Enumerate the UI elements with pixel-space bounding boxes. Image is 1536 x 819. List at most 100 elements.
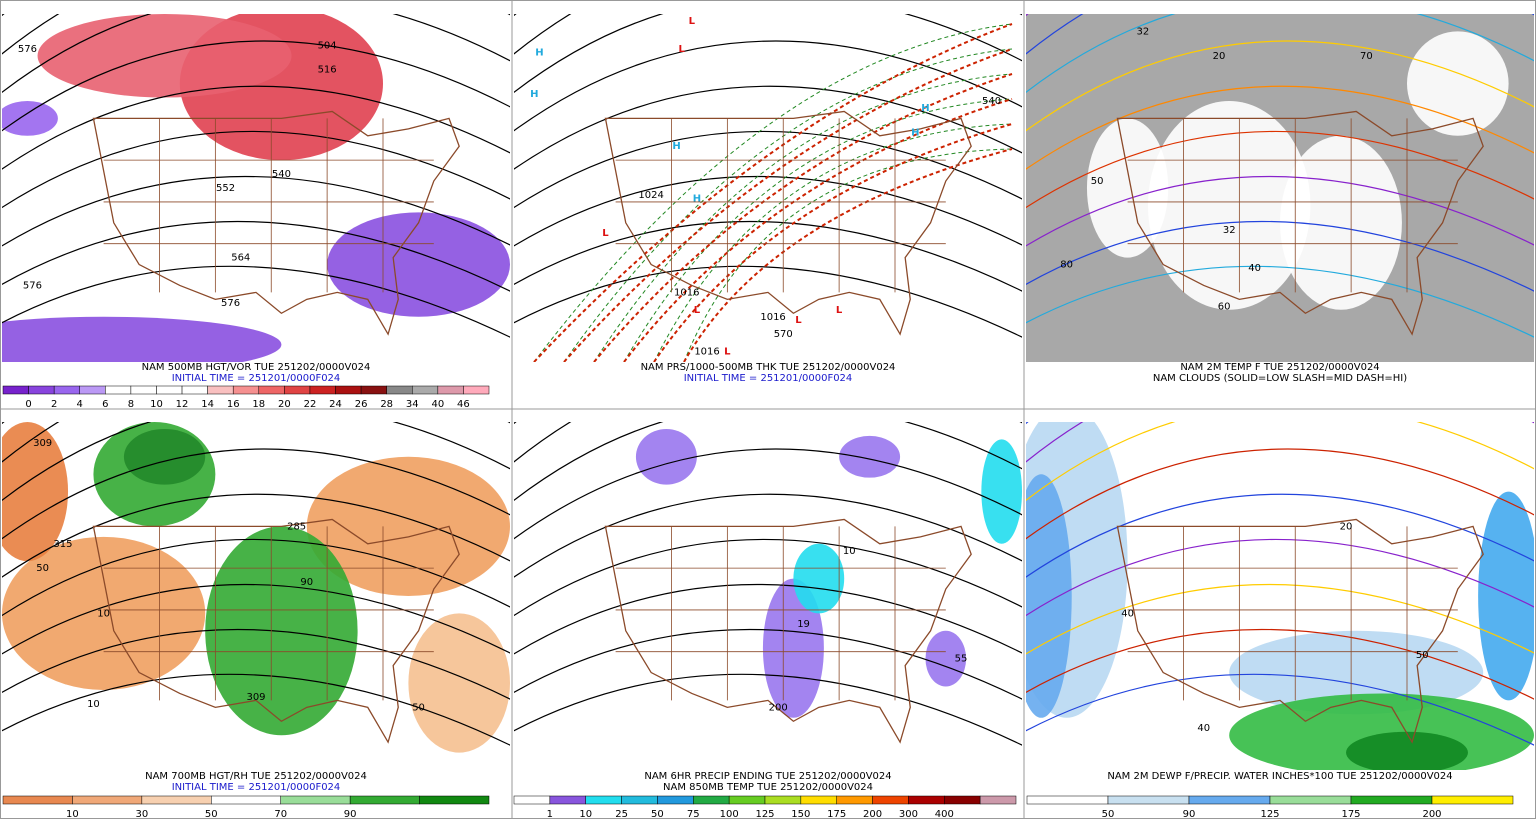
colorbar-swatch [657,795,694,805]
shaded-region [1026,474,1072,718]
colorbar-label: 20 [278,399,291,410]
colorbar-label: 0 [25,399,31,410]
map-label: 40 [1197,723,1210,734]
colorbar-label: 28 [380,399,393,410]
colorbar-label: 6 [102,399,108,410]
map-label: 576 [18,44,37,55]
caption: NAM 500MB HGT/VOR TUE 251202/0000V024 [142,362,371,373]
caption: NAM 6HR PRECIP ENDING TUE 251202/0000V02… [644,771,891,782]
contour-line [514,493,1022,578]
contour-line [1026,538,1534,617]
colorbar-label: 90 [344,809,357,819]
caption: INITIAL TIME = 251201/0000F024 [684,373,853,384]
map-label: 1016 [674,287,699,298]
map-label: 10 [87,699,100,710]
map-label: 10 [843,546,856,557]
colorbar-swatch [908,795,945,805]
map-label: L [689,16,696,27]
map-label: 40 [1121,608,1134,619]
shaded-region [2,101,58,136]
map-label: 20 [1340,521,1353,532]
colorbar-label: 2 [51,399,57,410]
map-panel: 32 32 50 70 80 60 40 20 NAM 2M TEMP F TUE 251202… [1026,14,1534,384]
country-outline [604,518,972,744]
colorbar-label: 24 [329,399,342,410]
contour-line [514,175,1022,247]
caption: NAM 2M TEMP F TUE 251202/0000V024 [1180,362,1379,373]
map-label: 1016 [694,347,719,358]
colorbar-swatch [72,795,143,805]
shaded-region [1346,731,1468,770]
contour-line [2,175,510,247]
colorbar-swatch [141,795,212,805]
colorbar-label: 50 [651,809,664,819]
map-label: L [836,305,843,316]
colorbar-label: 300 [899,809,918,819]
map-label: 55 [955,654,968,665]
colorbar-swatch [979,795,1017,805]
colorbar-swatch [872,795,909,805]
country-outline [1116,110,1484,336]
map-label: L [678,44,685,55]
colorbar-label: 10 [579,809,592,819]
colorbar-label: 25 [615,809,628,819]
colorbar-swatch [156,385,183,395]
colorbar-label: 34 [406,399,419,410]
map-label: L [724,347,731,358]
map-label: 570 [774,329,793,340]
shaded-region [37,14,292,98]
contour-line [514,220,1022,292]
map-background [514,14,1022,362]
map-label: 70 [1360,51,1373,62]
colorbar-label: 150 [791,809,810,819]
shaded-region [793,543,845,614]
colorbar-label: 1 [547,809,553,819]
colorbar-swatch [693,795,730,805]
colorbar-swatch [463,385,490,395]
map-label: 10 [97,608,110,619]
contour-line [514,538,1022,617]
shaded-region [839,435,901,478]
map-label: 19 [797,619,810,630]
map-label: L [795,315,802,326]
colorbar-swatch [437,385,464,395]
shaded-region [635,428,697,485]
map-panel: 40 50 40 20 NAM 2M DEWP F/PRECIP. WATER INCH… [1026,422,1534,819]
colorbar-label: 125 [755,809,774,819]
map-label: 60 [1218,301,1231,312]
shaded-region [1086,118,1169,258]
shaded-region [327,212,510,317]
colorbar-label: 50 [205,809,218,819]
colorbar-swatch [258,385,285,395]
map-label: 1024 [638,190,663,201]
contour-line [1026,130,1534,209]
colorbar-swatch [349,795,420,805]
map-label: 80 [1060,260,1073,271]
map-label: 576 [23,280,42,291]
contour-line [1026,40,1534,132]
caption: NAM 2M DEWP F/PRECIP. WATER INCHES*100 T… [1107,771,1452,782]
contour-line [514,265,1022,338]
caption: INITIAL TIME = 251201/0000F024 [172,373,341,384]
contour-line [2,14,510,94]
contour-line [2,538,510,617]
map: 309 315 50 10 10 90 309 50 285 [2,422,510,770]
shaded-region [1478,491,1534,701]
colorbar-swatch [1269,795,1352,805]
map-label: 50 [1416,650,1429,661]
colorbar-swatch [79,385,106,395]
colorbar-swatch [232,385,260,395]
contour-line [2,85,510,170]
map: 200 10 19 55 [514,422,1022,770]
map-label: H [530,89,538,100]
dashed-contour [653,123,1013,362]
colorbar-label: 18 [252,399,265,410]
map-label: 50 [412,702,425,713]
contour-line [1026,220,1534,292]
country-outline [92,110,460,336]
colorbar-label: 175 [1341,809,1360,819]
country-outline [1116,518,1484,744]
colorbar-label: 125 [1260,809,1279,819]
colorbar-label: 90 [1183,809,1196,819]
colorbar-label: 14 [201,399,214,410]
